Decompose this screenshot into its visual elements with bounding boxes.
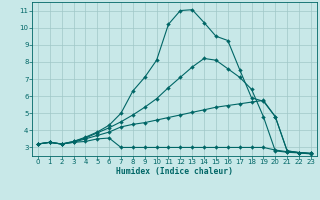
X-axis label: Humidex (Indice chaleur): Humidex (Indice chaleur) — [116, 167, 233, 176]
